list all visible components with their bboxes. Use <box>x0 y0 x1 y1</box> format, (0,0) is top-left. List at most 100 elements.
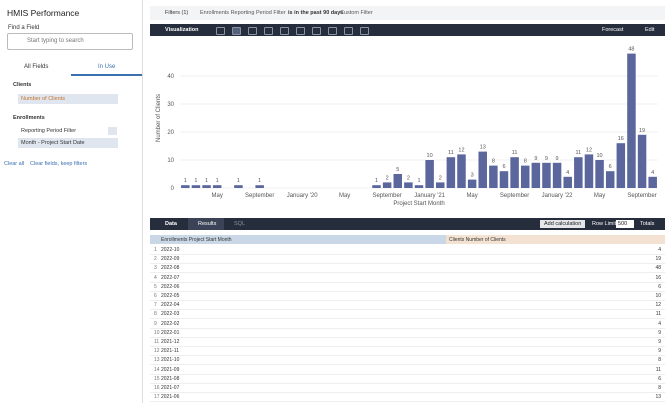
field[interactable]: Number of Clients <box>21 96 66 102</box>
table-row: 8 2022-03 11 <box>150 309 665 320</box>
x-tick-label: September <box>372 193 401 199</box>
table-row: 13 2021-10 8 <box>150 355 665 366</box>
clear-link[interactable]: Clear all <box>4 161 25 167</box>
bar <box>531 162 541 188</box>
col-title[interactable]: Clients Number of Clients <box>449 237 506 243</box>
cell: 13 <box>655 394 661 401</box>
tab[interactable]: SQL <box>234 221 246 227</box>
cell: 6 <box>658 283 661 290</box>
row-limit[interactable]: 500 <box>616 220 634 228</box>
row-limit-label: Row Limit <box>592 221 617 227</box>
table-row: 9 2022-02 4 <box>150 319 665 329</box>
tab-active <box>188 218 224 230</box>
cell: 10 <box>655 293 661 299</box>
data-label: 1 <box>417 178 420 184</box>
data-label: 5 <box>396 167 399 173</box>
x-tick-label: September <box>627 193 656 199</box>
bar <box>552 162 562 188</box>
data-label: 11 <box>512 150 518 156</box>
filter-icon[interactable] <box>108 127 117 135</box>
cell: 2021-06 <box>161 394 180 401</box>
bar <box>467 179 477 188</box>
tab[interactable]: Results <box>198 221 217 227</box>
cell: 9 <box>658 339 661 345</box>
col-title[interactable]: Enrollments Project Start Month <box>161 237 232 243</box>
y-tick-label: 0 <box>171 186 175 192</box>
field-highlight <box>18 94 118 104</box>
bar <box>393 174 403 188</box>
add-calculation[interactable]: Add calculation <box>540 220 586 228</box>
table-row: 11 2021-12 9 <box>150 337 665 347</box>
data-label: 9 <box>545 156 548 162</box>
field[interactable]: Month - Project Start Date <box>21 140 85 146</box>
data-label: 2 <box>407 175 410 181</box>
bar <box>616 143 626 188</box>
bar <box>489 165 498 188</box>
forecast[interactable]: Forecast <box>602 27 624 33</box>
cell: 2022-01 <box>161 329 180 336</box>
field[interactable]: Reporting Period Filter <box>21 128 77 134</box>
cell: 2022-07 <box>161 274 180 281</box>
bar <box>499 171 509 188</box>
row-number: 11 <box>154 339 160 345</box>
tab-underline <box>71 74 142 76</box>
bar <box>202 185 211 188</box>
table-row: 3 2022-08 48 <box>150 263 665 274</box>
row-number: 5 <box>154 283 157 290</box>
bar <box>520 165 530 188</box>
x-tick-label: September <box>245 193 274 199</box>
cell: 2021-08 <box>161 375 180 382</box>
data-label: 4 <box>651 170 654 176</box>
x-axis-title: Project Start Month <box>393 201 444 207</box>
edit[interactable]: Edit <box>645 27 655 33</box>
custom-filter[interactable]: Custom Filter <box>340 10 373 16</box>
filters-bar: Filters (1) Enrollments Reporting Period… <box>150 6 665 20</box>
data-label: 12 <box>586 147 592 153</box>
row-number: 6 <box>154 293 157 299</box>
y-tick-label: 30 <box>167 102 174 108</box>
row-number: 4 <box>154 274 157 281</box>
cell: 2021-11 <box>161 348 179 355</box>
y-tick-label: 40 <box>167 74 174 80</box>
row-number: 17 <box>154 394 160 401</box>
row-number: 8 <box>154 311 157 318</box>
tab[interactable]: All Fields <box>24 64 49 70</box>
clear-link[interactable]: Clear fields, keep filters <box>30 161 88 167</box>
filter-text: is in the past 90 days <box>288 10 344 16</box>
bar <box>255 185 264 188</box>
bar <box>372 185 381 188</box>
cell: 2021-07 <box>161 385 180 391</box>
filters-label[interactable]: Filters (1) <box>165 10 189 16</box>
table-row: 15 2021-08 6 <box>150 374 665 384</box>
search-box[interactable] <box>7 33 133 50</box>
row-number: 12 <box>154 348 160 355</box>
data-label: 1 <box>194 178 197 184</box>
data-label: 16 <box>618 136 624 142</box>
table-row: 14 2021-09 11 <box>150 365 665 375</box>
search-placeholder: Start typing to search <box>27 38 84 44</box>
data-label: 4 <box>566 170 569 176</box>
group-name[interactable]: Enrollments <box>13 115 45 121</box>
data-label: 11 <box>575 150 581 156</box>
table-row: 2 2022-09 19 <box>150 254 665 265</box>
viz-label[interactable]: Visualization <box>165 27 199 33</box>
bar <box>648 176 657 188</box>
data-label: 1 <box>205 178 208 184</box>
cell: 9 <box>658 329 661 336</box>
cell: 2022-10 <box>161 247 180 253</box>
totals[interactable]: Totals <box>640 221 655 227</box>
sidebar: HMIS Performance Find a Field Start typi… <box>0 0 143 403</box>
data-label: 48 <box>628 47 634 53</box>
row-number: 16 <box>154 385 160 391</box>
explore-title: HMIS Performance <box>7 8 80 18</box>
data-label: 8 <box>492 159 495 165</box>
tab[interactable]: In Use <box>98 64 116 70</box>
group-name[interactable]: Clients <box>13 82 32 88</box>
cell: 11 <box>655 311 661 318</box>
cell: 4 <box>658 320 661 327</box>
cell: 9 <box>658 348 661 355</box>
bar <box>435 182 445 188</box>
data-label[interactable]: Data <box>165 221 177 227</box>
cell: 2022-02 <box>161 320 180 327</box>
